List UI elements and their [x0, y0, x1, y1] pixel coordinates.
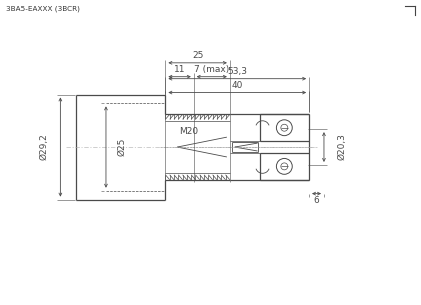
- Text: Ø20,3: Ø20,3: [337, 134, 346, 160]
- Text: 53,3: 53,3: [227, 67, 247, 76]
- Text: Ø29,2: Ø29,2: [40, 134, 49, 160]
- Text: 40: 40: [232, 81, 243, 90]
- Text: 25: 25: [192, 51, 203, 60]
- Text: 6: 6: [314, 196, 320, 205]
- Text: M20: M20: [179, 127, 198, 136]
- Text: Ø25: Ø25: [117, 138, 126, 156]
- Text: 11: 11: [174, 65, 185, 74]
- Text: 3BA5-EAXXX (3BCR): 3BA5-EAXXX (3BCR): [6, 5, 80, 12]
- Text: 7 (max): 7 (max): [194, 65, 229, 74]
